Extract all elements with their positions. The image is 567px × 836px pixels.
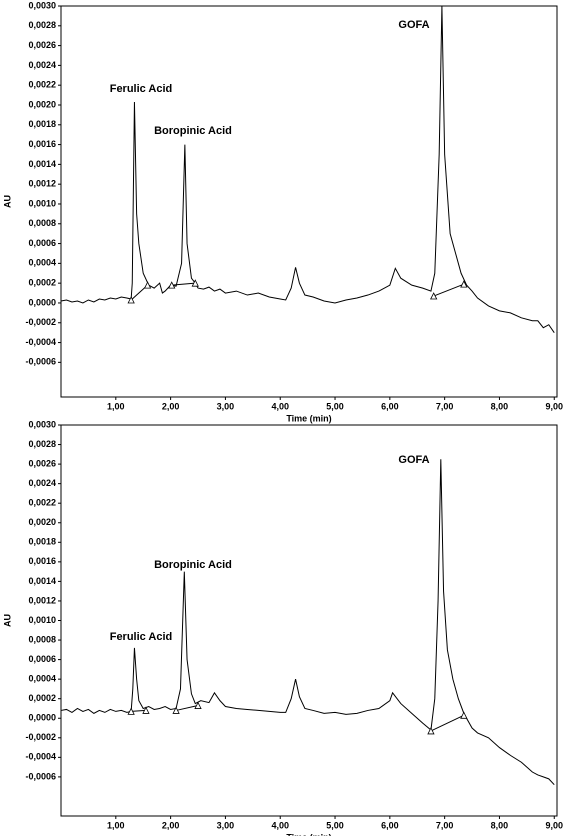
x-tick-label: 8,00 xyxy=(491,401,509,411)
y-axis-title: AU xyxy=(2,195,12,208)
x-tick-label: 9,00 xyxy=(545,820,563,830)
baseline xyxy=(433,283,465,297)
integration-marker xyxy=(460,280,468,288)
y-tick-label: 0,0014 xyxy=(28,576,56,586)
trace xyxy=(60,5,555,333)
integration-marker xyxy=(172,706,180,714)
y-tick-label: 0,0008 xyxy=(28,218,56,228)
y-tick-label: -0,0002 xyxy=(25,732,56,742)
x-tick-label: 7,00 xyxy=(436,401,454,411)
y-tick-label: 0,0022 xyxy=(28,80,56,90)
y-tick-label: 0,0008 xyxy=(28,634,56,644)
y-tick-label: 0,0030 xyxy=(28,419,56,429)
y-tick-label: 0,0028 xyxy=(28,439,56,449)
x-tick-label: 9,00 xyxy=(545,401,563,411)
y-tick-label: 0,0024 xyxy=(28,60,56,70)
integration-marker xyxy=(430,292,438,300)
y-tick-label: -0,0006 xyxy=(25,357,56,367)
y-tick-label: 0,0022 xyxy=(28,498,56,508)
x-axis-title: Time (min) xyxy=(286,413,331,423)
y-tick-label: 0,0010 xyxy=(28,615,56,625)
x-tick-label: 6,00 xyxy=(381,820,399,830)
x-tick-label: 4,00 xyxy=(271,401,289,411)
x-tick-label: 5,00 xyxy=(326,820,344,830)
x-axis-title: Time (min) xyxy=(286,832,331,836)
peak-label: Boropinic Acid xyxy=(154,559,232,571)
y-tick-label: 0,0012 xyxy=(28,595,56,605)
y-tick-label: 0,0018 xyxy=(28,537,56,547)
y-tick-label: 0,0002 xyxy=(28,693,56,703)
peak-label: GOFA xyxy=(398,454,429,466)
x-tick-label: 3,00 xyxy=(217,820,235,830)
integration-marker xyxy=(142,706,150,714)
x-tick-label: 4,00 xyxy=(271,820,289,830)
x-tick-label: 3,00 xyxy=(217,401,235,411)
x-tick-label: 2,00 xyxy=(162,820,180,830)
y-tick-label: -0,0002 xyxy=(25,317,56,327)
integration-marker xyxy=(168,281,176,289)
y-tick-label: -0,0004 xyxy=(25,337,56,347)
y-tick-label: 0,0026 xyxy=(28,458,56,468)
integration-marker xyxy=(460,711,468,719)
integration-marker xyxy=(191,279,199,287)
x-tick-label: 1,00 xyxy=(107,401,125,411)
y-tick-label: 0,0000 xyxy=(28,713,56,723)
x-tick-label: 5,00 xyxy=(326,401,344,411)
integration-marker xyxy=(194,701,202,709)
baseline xyxy=(430,714,465,732)
y-tick-label: 0,0026 xyxy=(28,40,56,50)
y-tick-label: 0,0018 xyxy=(28,119,56,129)
y-tick-label: -0,0004 xyxy=(25,752,56,762)
y-tick-label: 0,0004 xyxy=(28,258,56,268)
x-tick-label: 8,00 xyxy=(491,820,509,830)
plot-frame xyxy=(60,424,558,817)
integration-marker xyxy=(127,707,135,715)
integration-marker xyxy=(127,296,135,304)
baseline xyxy=(171,282,196,286)
y-tick-label: 0,0020 xyxy=(28,517,56,527)
peak-label: Boropinic Acid xyxy=(154,125,232,137)
integration-marker xyxy=(427,727,435,735)
y-tick-label: 0,0002 xyxy=(28,278,56,288)
y-tick-label: 0,0006 xyxy=(28,654,56,664)
peak-label: GOFA xyxy=(398,19,429,31)
y-tick-label: 0,0006 xyxy=(28,238,56,248)
y-tick-label: 0,0028 xyxy=(28,20,56,30)
y-tick-label: -0,0006 xyxy=(25,771,56,781)
y-tick-label: 0,0010 xyxy=(28,198,56,208)
y-axis-title: AU xyxy=(2,614,12,627)
y-tick-label: 0,0016 xyxy=(28,139,56,149)
integration-marker xyxy=(143,281,152,289)
y-tick-label: 0,0004 xyxy=(28,674,56,684)
y-tick-label: 0,0000 xyxy=(28,297,56,307)
y-tick-label: 0,0014 xyxy=(28,159,56,169)
y-tick-label: 0,0016 xyxy=(28,556,56,566)
y-tick-label: 0,0024 xyxy=(28,478,56,488)
y-tick-label: 0,0030 xyxy=(28,0,56,10)
x-tick-label: 1,00 xyxy=(107,820,125,830)
baseline xyxy=(131,709,146,712)
y-tick-label: 0,0020 xyxy=(28,99,56,109)
trace xyxy=(60,459,555,786)
peak-label: Ferulic Acid xyxy=(110,83,173,95)
x-tick-label: 6,00 xyxy=(381,401,399,411)
peak-label: Ferulic Acid xyxy=(110,631,173,643)
y-tick-label: 0,0012 xyxy=(28,179,56,189)
x-tick-label: 7,00 xyxy=(436,820,454,830)
x-tick-label: 2,00 xyxy=(162,401,180,411)
plot-frame xyxy=(60,5,558,398)
baseline xyxy=(175,705,199,711)
